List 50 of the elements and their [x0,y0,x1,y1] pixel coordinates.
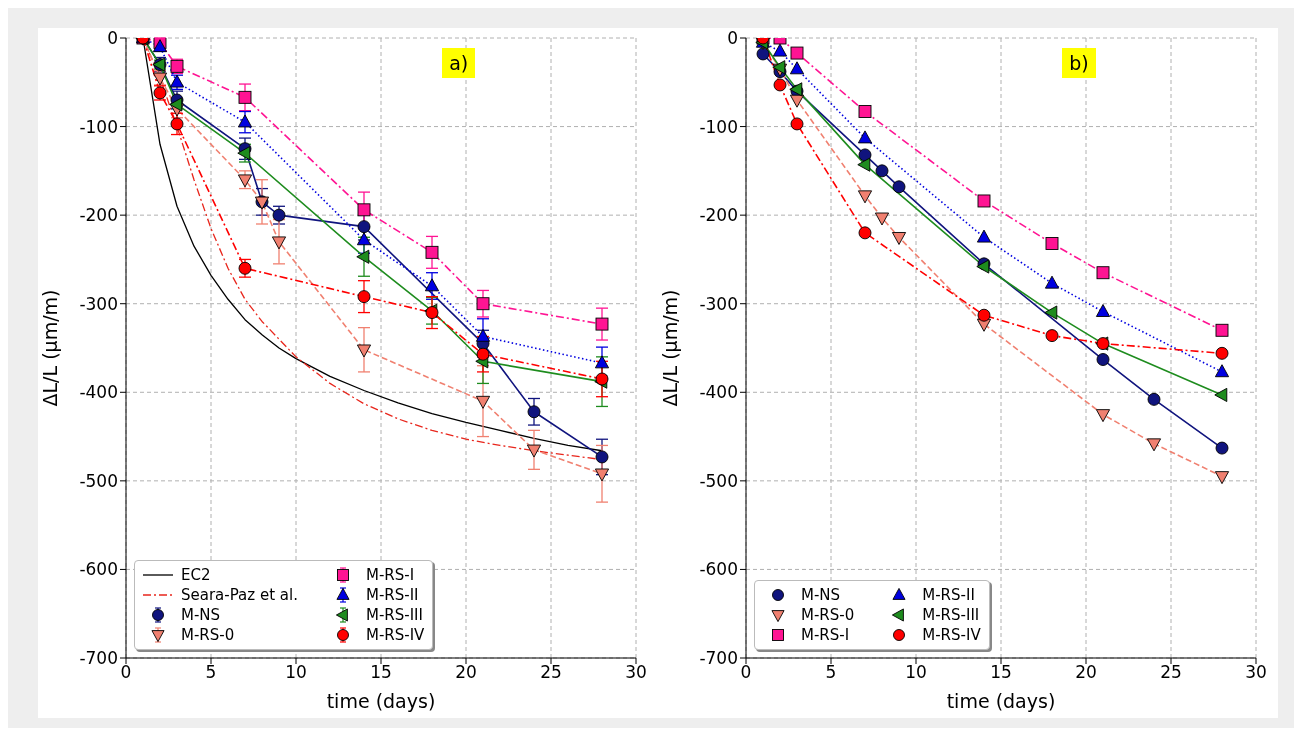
x-tick-label: 20 [455,662,477,683]
legend-label: M-RS-III [365,606,423,624]
x-tick-label: 0 [120,662,132,683]
y-tick-label: -700 [699,648,738,669]
x-tick-label: 20 [1075,662,1097,683]
y-axis-title: ΔL/L (μm/m) [38,289,61,407]
x-tick-label: 10 [285,662,307,683]
x-tick-label: 0 [740,662,752,683]
legend-label: M-RS-0 [181,626,235,644]
x-tick-label: 5 [825,662,837,683]
y-tick-label: -600 [699,559,738,580]
legend-label: M-RS-II [922,586,975,604]
y-tick-label: -500 [79,470,118,491]
y-tick-label: -500 [699,470,738,491]
x-tick-label: 30 [1245,662,1267,683]
legend-label: M-NS [181,606,221,624]
legend-label: M-RS-IV [365,626,425,644]
x-axis-title: time (days) [946,690,1056,712]
y-tick-label: -200 [79,205,118,226]
x-tick-label: 5 [205,662,217,683]
legend-label: EC2 [181,566,211,584]
y-tick-label: -400 [79,382,118,403]
x-tick-label: 25 [540,662,562,683]
legend-label: M-NS [801,586,841,604]
x-axis-title: time (days) [326,690,436,712]
y-tick-label: -700 [79,648,118,669]
annotation: b) [1062,48,1096,78]
y-tick-label: -100 [699,116,738,137]
x-tick-label: 25 [1160,662,1182,683]
y-tick-label: 0 [727,28,738,49]
y-tick-label: 0 [107,28,118,49]
legend-label: M-RS-III [922,606,980,624]
y-tick-label: -100 [79,116,118,137]
x-tick-label: 15 [990,662,1012,683]
legend-label: M-RS-II [365,586,419,604]
x-tick-label: 30 [625,662,647,683]
y-tick-label: -400 [699,382,738,403]
legend-label: Seara-Paz et al. [181,586,298,604]
legend-label: M-RS-I [365,566,415,584]
y-tick-label: -200 [699,205,738,226]
y-tick-label: -300 [699,293,738,314]
y-tick-label: -300 [79,293,118,314]
annotation: a) [442,48,476,78]
legend-label: M-RS-IV [922,626,981,644]
y-axis-title: ΔL/L (μm/m) [658,289,681,407]
x-tick-label: 15 [370,662,392,683]
legend-label: M-RS-0 [801,606,855,624]
x-tick-label: 10 [905,662,927,683]
legend-label: M-RS-I [801,626,850,644]
y-tick-label: -600 [79,559,118,580]
